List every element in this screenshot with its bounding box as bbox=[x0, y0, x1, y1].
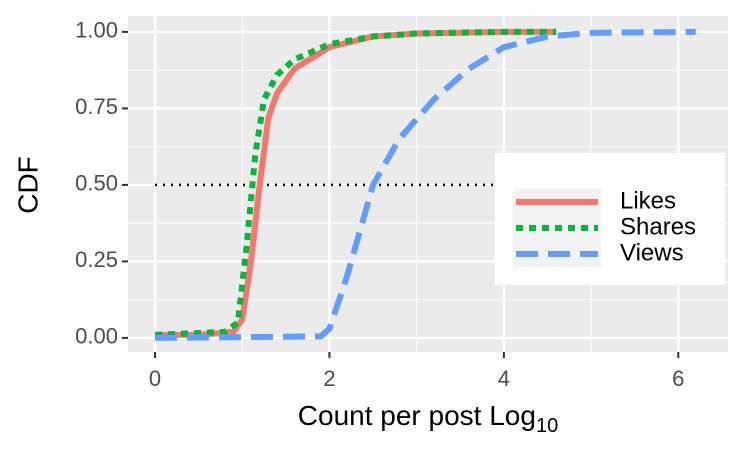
legend-label: Shares bbox=[620, 213, 696, 240]
x-tick-label: 4 bbox=[498, 366, 510, 391]
legend-label: Likes bbox=[620, 187, 676, 214]
legend-label: Views bbox=[620, 239, 684, 266]
x-tick-label: 2 bbox=[323, 366, 335, 391]
y-axis-title: CDF bbox=[12, 156, 43, 214]
x-tick-label: 0 bbox=[149, 366, 161, 391]
x-axis-title-subscript: 10 bbox=[536, 415, 558, 437]
y-tick-label: 1.00 bbox=[75, 18, 118, 43]
y-tick-label: 0.75 bbox=[75, 94, 118, 119]
line bbox=[154, 28, 557, 338]
line bbox=[155, 28, 557, 338]
x-axis-title-text: Count per post Log bbox=[298, 400, 536, 431]
x-tick-label: 6 bbox=[672, 366, 684, 391]
y-tick-label: 0.00 bbox=[75, 324, 118, 349]
line bbox=[155, 28, 696, 341]
y-tick-label: 0.25 bbox=[75, 247, 118, 272]
y-tick-label: 0.50 bbox=[75, 171, 118, 196]
x-axis-title: Count per post Log10 bbox=[298, 400, 558, 437]
